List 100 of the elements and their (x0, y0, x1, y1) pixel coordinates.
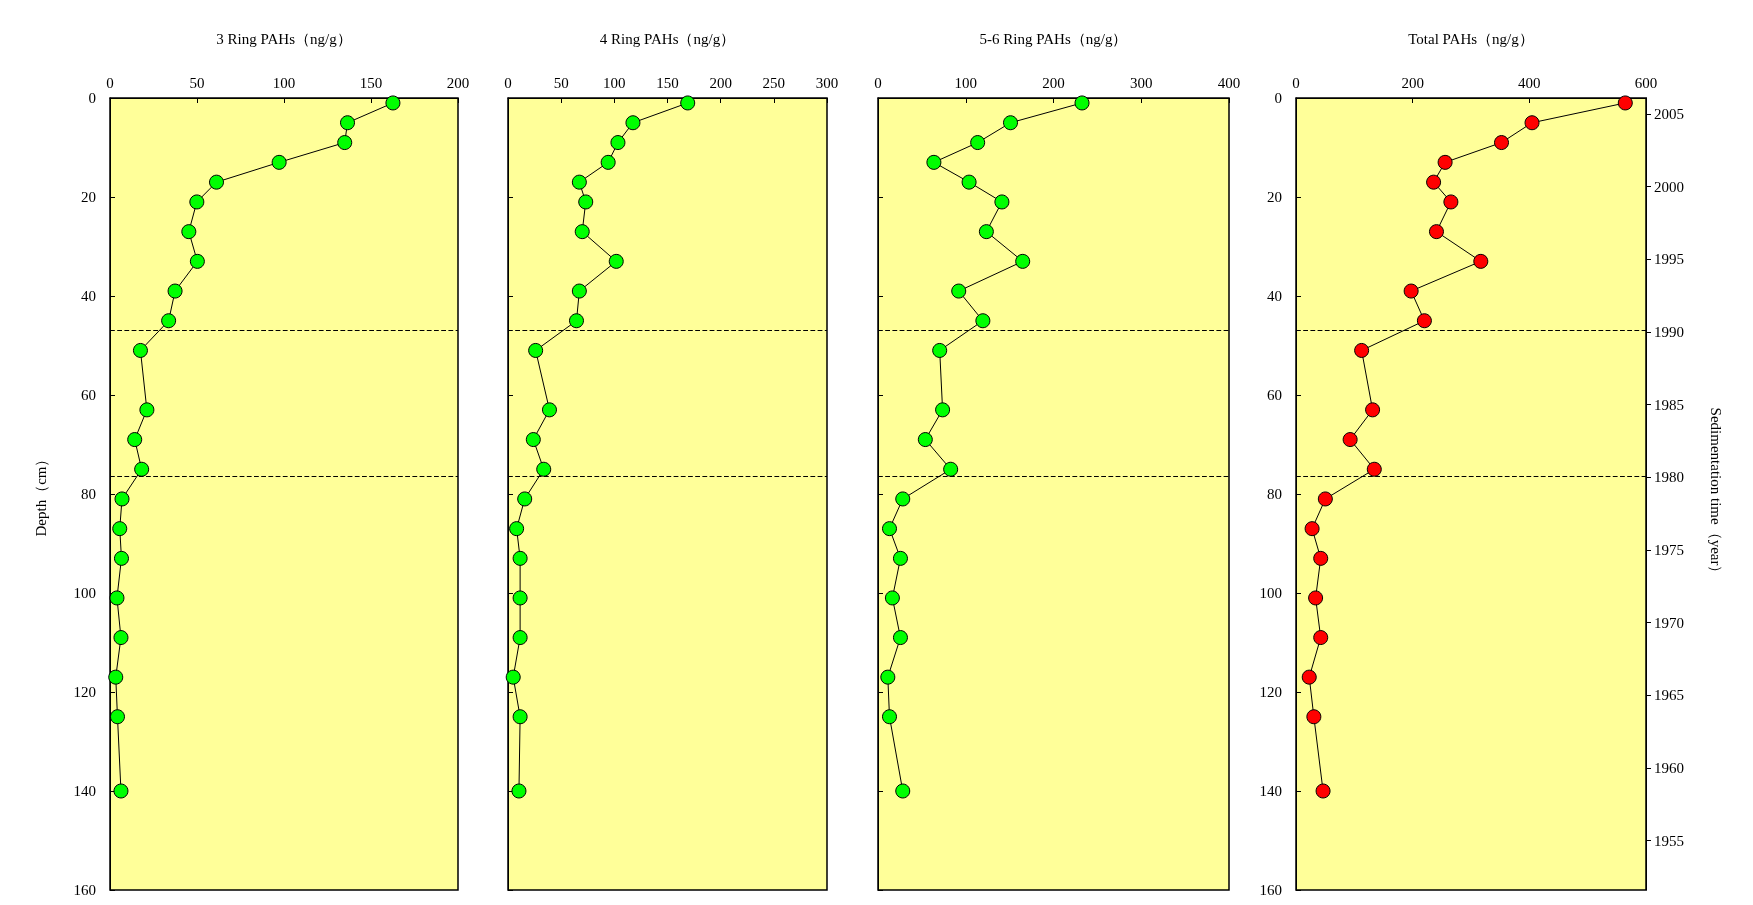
point (167, 283, 183, 299)
y-tick-label: 40 (81, 288, 96, 304)
point (574, 224, 590, 240)
point (1494, 135, 1510, 151)
point (880, 669, 896, 685)
point (189, 194, 205, 210)
point (571, 283, 587, 299)
point (943, 461, 959, 477)
point (1403, 283, 1419, 299)
x-tick-label: 400 (1518, 74, 1541, 91)
x-tick-label: 0 (1292, 74, 1300, 91)
point (1524, 115, 1540, 131)
point (978, 224, 994, 240)
y2-tick-label: 1985 (1654, 396, 1684, 413)
y-tick-label: 140 (73, 783, 96, 799)
y2-tick-label: 1975 (1654, 541, 1684, 558)
point (1366, 461, 1382, 477)
point (568, 313, 584, 329)
point (1342, 432, 1358, 448)
x-tick-label: 200 (709, 74, 732, 91)
point (528, 342, 544, 358)
point (505, 669, 521, 685)
point (892, 550, 908, 566)
point (209, 174, 224, 190)
y-tick-label: 140 (1259, 783, 1282, 799)
point (892, 630, 908, 646)
point (134, 461, 150, 477)
point (882, 521, 897, 537)
point (608, 253, 624, 269)
point (951, 283, 967, 299)
point (1306, 709, 1322, 725)
point (541, 402, 557, 418)
x-tick-label: 0 (874, 74, 882, 91)
point (680, 95, 696, 111)
point (189, 253, 205, 269)
point (917, 432, 933, 448)
x-tick-label: 200 (446, 74, 470, 91)
y2-tick-label: 1970 (1654, 614, 1684, 631)
point (1428, 224, 1444, 240)
point (512, 590, 528, 606)
point (181, 224, 197, 240)
point (132, 342, 148, 358)
point (1308, 590, 1324, 606)
point (1313, 550, 1329, 566)
x-tick-label: 300 (815, 74, 839, 91)
point (935, 402, 951, 418)
point (113, 630, 129, 646)
y-tick-label: 160 (73, 882, 96, 898)
point (161, 313, 177, 329)
point (975, 313, 991, 329)
point (114, 491, 130, 507)
point (895, 783, 911, 799)
point (1416, 313, 1432, 329)
x-tick-label: 150 (656, 74, 679, 91)
y-axis-title: Depth（cm） (32, 451, 49, 537)
point (114, 550, 129, 566)
x-axis-title: Total PAHs（ng/g） (1408, 30, 1534, 47)
point (1015, 253, 1031, 269)
y2-axis-title: Sedimentation time（year） (1707, 407, 1724, 581)
y-tick-label: 20 (1267, 189, 1282, 205)
y-tick-label: 100 (1259, 585, 1282, 601)
point (895, 491, 911, 507)
x-tick-label: 200 (1042, 74, 1065, 91)
y2-tick-label: 1995 (1654, 251, 1684, 268)
point (1473, 253, 1489, 269)
x-tick-label: 0 (504, 74, 512, 91)
y-tick-label: 80 (81, 486, 96, 502)
point (1074, 95, 1090, 111)
y2-tick-label: 1965 (1654, 687, 1684, 704)
point (926, 154, 942, 170)
point (139, 402, 155, 418)
point (994, 194, 1010, 210)
y2-tick-label: 1990 (1654, 323, 1684, 340)
point (1301, 669, 1317, 685)
point (932, 342, 948, 358)
point (127, 432, 143, 448)
point (517, 491, 533, 507)
y-tick-label: 0 (1274, 90, 1282, 106)
x-tick-label: 200 (1401, 74, 1424, 91)
point (600, 154, 616, 170)
point (1313, 630, 1329, 646)
point (509, 521, 525, 537)
point (1354, 342, 1370, 358)
y-tick-label: 160 (1259, 882, 1282, 898)
point (961, 174, 977, 190)
y-tick-label: 0 (88, 90, 96, 106)
y-tick-label: 40 (1267, 288, 1282, 304)
x-tick-label: 300 (1130, 74, 1153, 91)
point (571, 174, 587, 190)
x-axis-title: 4 Ring PAHs（ng/g） (599, 30, 736, 47)
x-tick-label: 100 (954, 74, 977, 91)
point (1315, 783, 1331, 799)
x-tick-label: 250 (762, 74, 786, 91)
point (578, 194, 594, 210)
x-tick-label: 100 (272, 74, 296, 91)
point (512, 709, 528, 725)
point (109, 590, 125, 606)
y-tick-label: 60 (1267, 387, 1282, 403)
point (625, 115, 641, 131)
point (512, 550, 528, 566)
